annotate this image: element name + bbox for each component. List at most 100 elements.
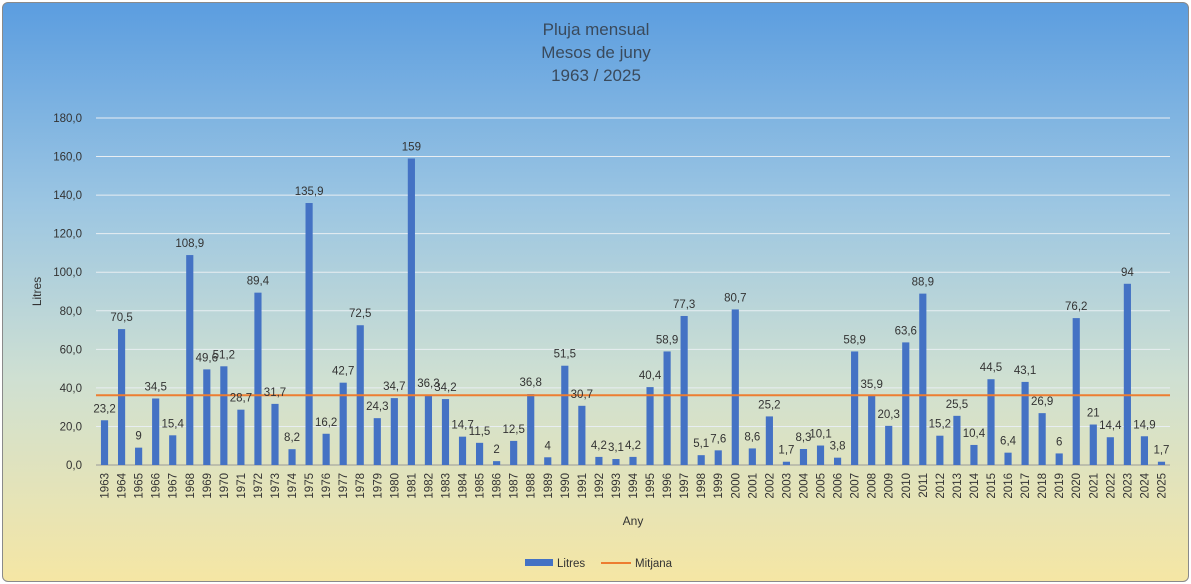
x-tick-label: 1980 [389, 473, 401, 499]
data-label-2019: 6 [1056, 436, 1062, 448]
data-label-1987: 12,5 [502, 424, 524, 436]
data-label-1970: 51,2 [213, 349, 235, 361]
bar-1981 [407, 158, 415, 465]
bar-1983 [441, 399, 450, 465]
data-label-1993: 3,1 [608, 442, 624, 454]
bar-1977 [339, 382, 347, 465]
data-label-2010: 63,6 [895, 325, 917, 337]
data-label-1986: 2 [493, 444, 499, 456]
x-tick-label: 2019 [1054, 473, 1066, 499]
bar-2022 [1106, 437, 1114, 465]
data-labels: 23,2 70,5 9 34,5 15,4 108,9 49,651,2 28,7 89,4 31… [93, 141, 1169, 456]
data-label-1967: 15,4 [162, 418, 185, 430]
x-tick-label: 2006 [833, 473, 845, 499]
chart-title-line: Pluja mensual [543, 20, 650, 39]
data-label-1978: 72,5 [349, 308, 371, 320]
bar-1980 [390, 398, 398, 465]
x-tick-label: 1981 [406, 473, 418, 499]
x-tick-label: 2012 [935, 473, 947, 499]
data-label-1996: 58,9 [656, 334, 678, 346]
legend-swatch-litres [525, 559, 553, 566]
x-tick-label: 2016 [1003, 473, 1015, 499]
x-tick-label: 1992 [594, 473, 606, 499]
bar-1993 [612, 459, 620, 465]
bar-1998 [697, 455, 705, 465]
bar-2000 [731, 309, 739, 465]
data-label-2011: 88,9 [912, 277, 934, 289]
data-label-1972: 89,4 [247, 276, 270, 288]
bar-1969 [203, 369, 211, 465]
legend: Litres Mitjana [525, 558, 673, 570]
bar-2017 [1021, 381, 1029, 465]
data-label-1965: 9 [135, 431, 141, 443]
bar-1997 [680, 315, 688, 465]
data-label-2018: 26,9 [1031, 396, 1053, 408]
x-tick-label: 2010 [901, 473, 913, 499]
data-label-1964: 70,5 [110, 312, 132, 324]
bar-2011 [919, 293, 927, 465]
x-tick-label: 1967 [168, 473, 180, 499]
bar-2008 [868, 395, 876, 465]
bar-1975 [305, 203, 313, 465]
bar-1991 [578, 405, 586, 465]
x-tick-label: 1995 [645, 473, 657, 499]
x-tick-label: 2000 [730, 473, 742, 499]
data-label-1963: 23,2 [93, 403, 115, 415]
rainfall-chart: Pluja mensual Mesos de juny 1963 / 2025 0,… [30, 20, 1170, 570]
x-tick-label: 1991 [577, 473, 589, 499]
x-tick-label: 1998 [696, 473, 708, 499]
x-tick-label: 1971 [236, 473, 248, 499]
x-tick-label: 2014 [969, 472, 981, 498]
data-label-1988: 36,8 [520, 377, 542, 389]
x-tick-label: 1970 [219, 473, 231, 499]
x-tick-label: 1984 [458, 472, 470, 498]
x-tick-label: 1985 [475, 473, 487, 499]
bar-2010 [902, 342, 910, 465]
data-label-2009: 20,3 [878, 409, 900, 421]
y-tick-label: 60,0 [60, 344, 82, 356]
bar-1987 [510, 440, 518, 465]
x-tick-label: 1978 [355, 473, 367, 499]
y-tick-label: 120,0 [53, 229, 82, 241]
data-label-2024: 14,9 [1133, 419, 1155, 431]
bar-2024 [1140, 436, 1149, 465]
x-tick-label: 1965 [134, 473, 146, 499]
x-tick-label: 2005 [816, 473, 828, 499]
bar-1973 [271, 403, 279, 465]
x-tick-label: 2011 [918, 473, 930, 498]
bar-1985 [475, 442, 484, 465]
data-label-2002: 25,2 [758, 399, 780, 411]
data-label-2000: 80,7 [724, 292, 746, 304]
bar-2016 [1004, 452, 1012, 465]
x-tick-label: 1996 [662, 473, 674, 499]
y-tick-label: 100,0 [53, 267, 82, 279]
data-label-1968: 108,9 [175, 238, 204, 250]
y-tick-label: 20,0 [60, 421, 82, 433]
bar-2023 [1123, 283, 1131, 465]
bar-1976 [322, 433, 330, 465]
bar-2025 [1157, 461, 1166, 465]
x-tick-label: 2003 [781, 473, 793, 499]
bar-1996 [663, 351, 671, 465]
data-label-1966: 34,5 [144, 381, 166, 393]
data-label-2006: 3,8 [830, 441, 846, 453]
chart-title: Pluja mensual Mesos de juny 1963 / 2025 [541, 20, 651, 85]
bar-1964 [117, 329, 126, 465]
bar-1982 [424, 395, 433, 465]
x-tick-label: 1969 [202, 473, 214, 499]
x-tick-label: 2017 [1020, 473, 1032, 499]
data-label-2004: 8,3 [795, 432, 811, 444]
bar-1970 [220, 366, 228, 465]
data-label-1971: 28,7 [230, 393, 252, 405]
bar-2009 [885, 425, 893, 465]
data-label-1977: 42,7 [332, 366, 354, 378]
bar-1989 [544, 457, 552, 465]
bar-2013 [953, 415, 961, 465]
bar-1967 [169, 435, 177, 465]
data-label-1975: 135,9 [295, 186, 324, 198]
x-tick-label: 2023 [1122, 473, 1134, 499]
data-label-2001: 8,6 [744, 431, 760, 443]
data-label-2007: 58,9 [843, 334, 865, 346]
x-tick-label: 2009 [884, 473, 896, 499]
